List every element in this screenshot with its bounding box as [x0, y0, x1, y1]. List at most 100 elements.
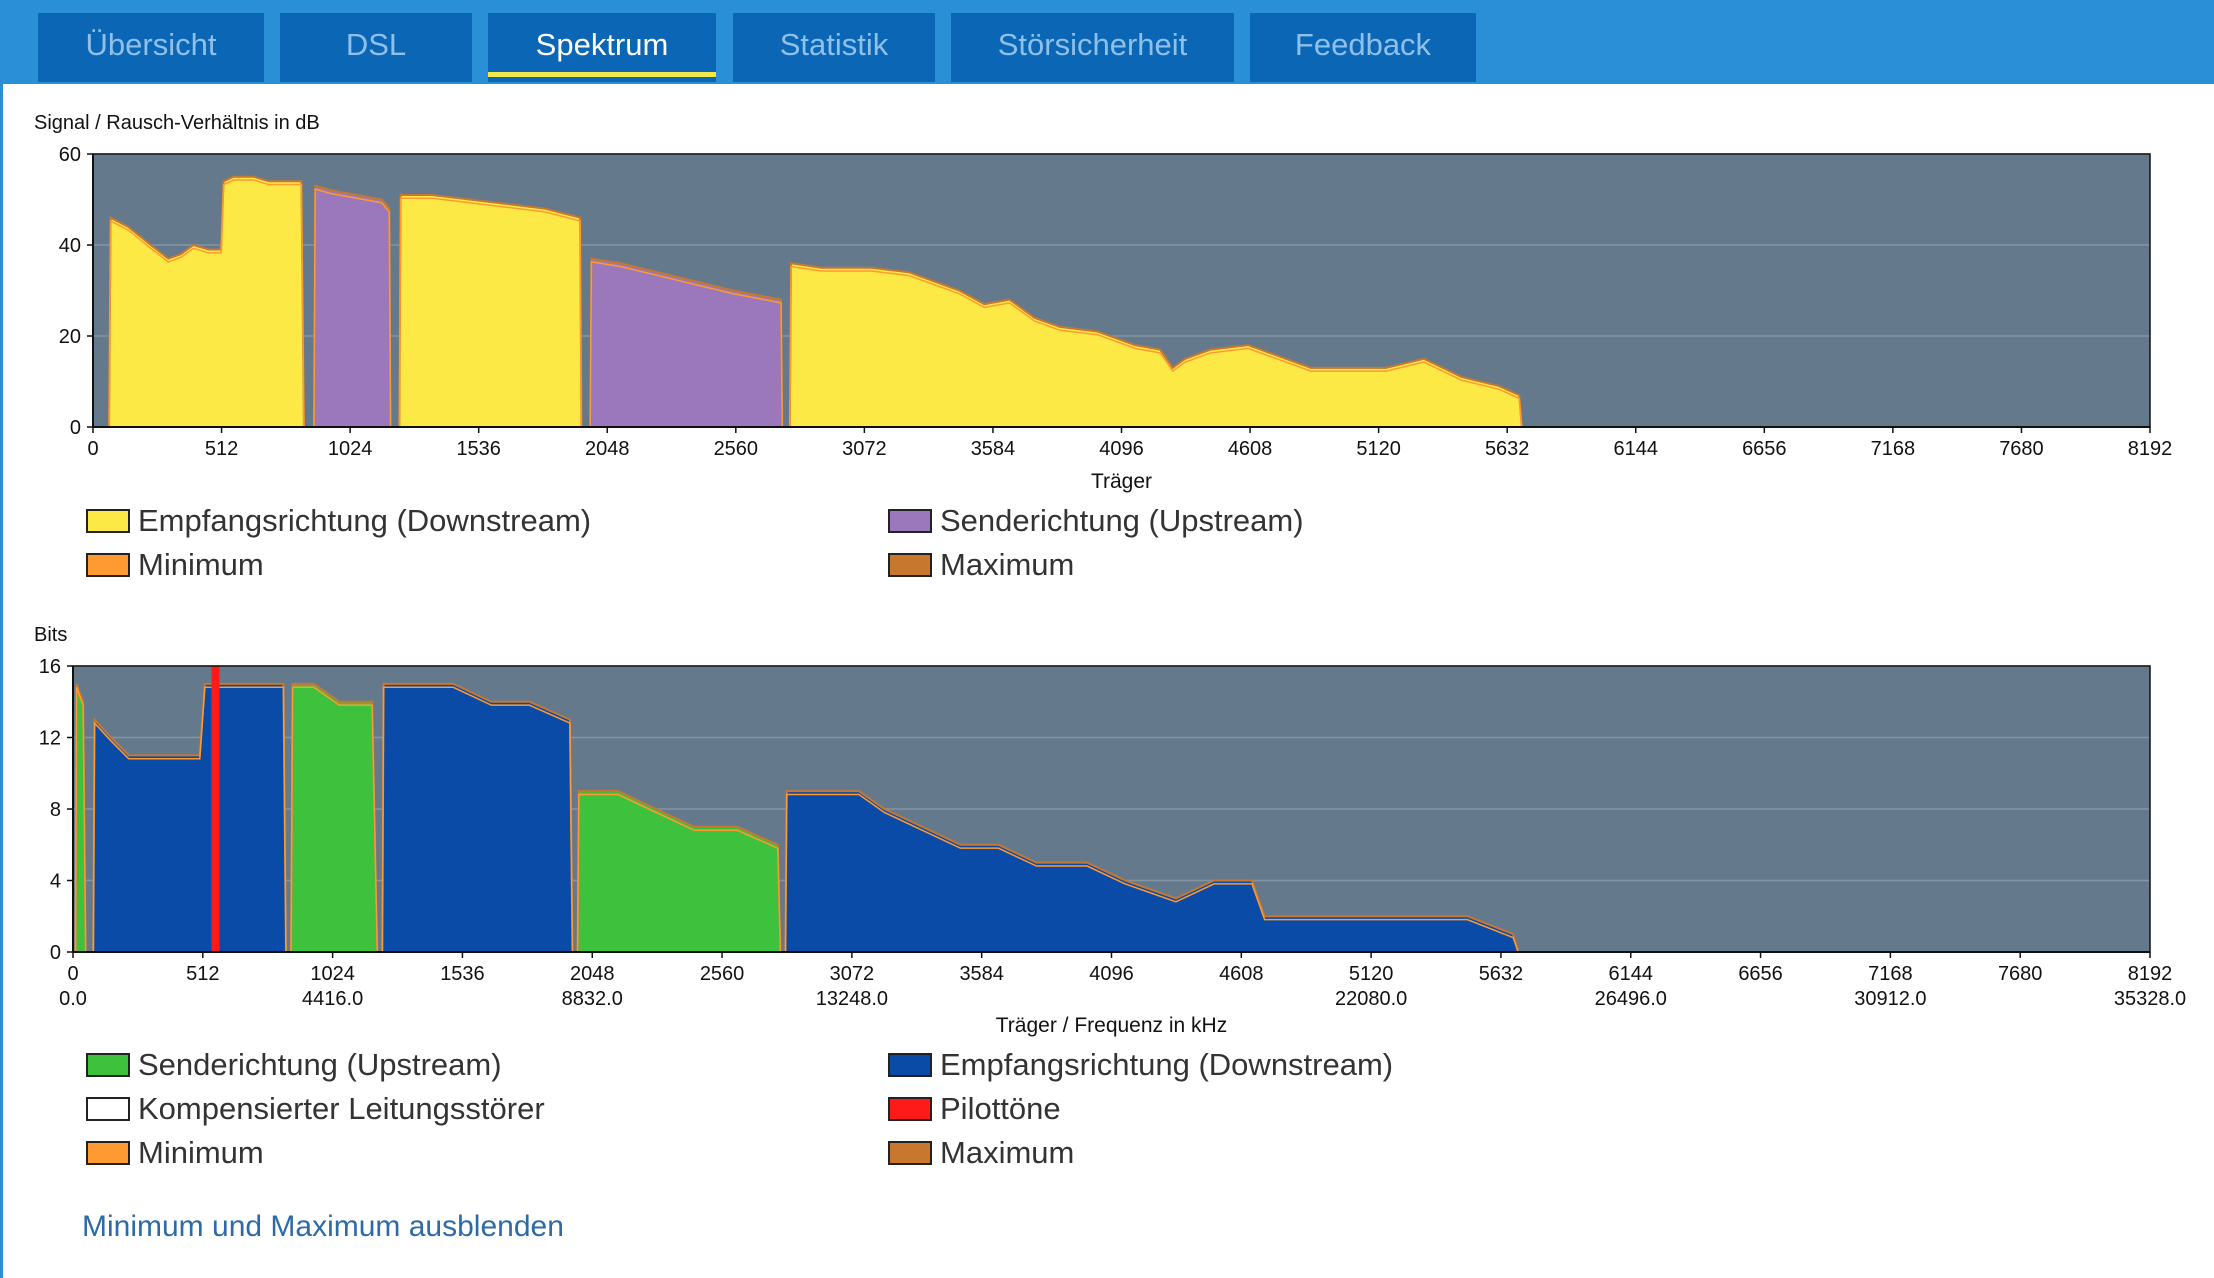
- maximum-line: [381, 682, 574, 953]
- legend-swatch: [888, 1053, 932, 1077]
- minimum-line: [398, 197, 583, 428]
- series-area: [382, 683, 573, 952]
- snr-chart-title: Signal / Rausch-Verhältnis in dB: [34, 112, 320, 134]
- x-tick-label: 1536: [440, 963, 485, 985]
- y-tick-label: 0: [70, 417, 81, 439]
- x-secondary-tick-label: 26496.0: [1595, 988, 1667, 1010]
- legend-swatch: [888, 553, 932, 577]
- y-tick-label: 40: [59, 235, 81, 257]
- maximum-line: [589, 257, 784, 428]
- x-axis-label: Träger: [1091, 470, 1152, 493]
- x-tick-label: 3072: [830, 963, 875, 985]
- x-tick-label: 0: [67, 963, 78, 985]
- x-tick-label: 1024: [310, 963, 355, 985]
- y-tick-label: 16: [39, 656, 61, 678]
- x-tick-label: 5632: [1485, 438, 1530, 460]
- legend-swatch: [888, 1097, 932, 1121]
- x-tick-label: 3584: [971, 438, 1016, 460]
- minimum-line: [74, 687, 87, 953]
- legend-item: Maximum: [888, 1135, 1074, 1171]
- x-secondary-tick-label: 8832.0: [562, 988, 623, 1010]
- legend-item: Empfangsrichtung (Downstream): [888, 1047, 1393, 1083]
- series-area: [590, 258, 783, 427]
- tab-dsl[interactable]: DSL: [280, 13, 472, 82]
- x-tick-label: 2048: [585, 438, 630, 460]
- tab-statistik[interactable]: Statistik: [733, 13, 935, 82]
- x-tick-label: 4608: [1228, 438, 1273, 460]
- tab-störsicherheit[interactable]: Störsicherheit: [951, 13, 1234, 82]
- y-tick-label: 8: [50, 799, 61, 821]
- y-tick-label: 4: [50, 871, 61, 893]
- tab-feedback[interactable]: Feedback: [1250, 13, 1476, 82]
- legend-swatch: [86, 1141, 130, 1165]
- series-area: [313, 185, 391, 427]
- x-tick-label: 8192: [2128, 963, 2173, 985]
- legend-item: Senderichtung (Upstream): [86, 1047, 502, 1083]
- legend-label: Senderichtung (Upstream): [138, 1047, 502, 1082]
- series-area: [93, 683, 286, 952]
- x-tick-label: 5120: [1349, 963, 1394, 985]
- x-tick-label: 3584: [959, 963, 1004, 985]
- minimum-line: [92, 686, 287, 953]
- minimum-line: [290, 686, 378, 953]
- series-area: [789, 263, 1522, 427]
- x-tick-label: 6656: [1742, 438, 1787, 460]
- x-tick-label: 2048: [570, 963, 615, 985]
- y-tick-label: 12: [39, 728, 61, 750]
- maximum-line: [576, 790, 782, 953]
- y-tick-label: 20: [59, 326, 81, 348]
- x-tick-label: 6144: [1609, 963, 1654, 985]
- x-tick-label: 5632: [1479, 963, 1524, 985]
- legend-swatch: [888, 509, 932, 533]
- legend-item: Pilottöne: [888, 1091, 1061, 1127]
- minimum-line: [576, 793, 782, 953]
- legend-item: Minimum: [86, 1135, 264, 1171]
- x-tick-label: 4608: [1219, 963, 1264, 985]
- x-tick-label: 6144: [1614, 438, 1659, 460]
- legend-swatch: [86, 1053, 130, 1077]
- x-tick-label: 2560: [714, 438, 759, 460]
- legend-label: Senderichtung (Upstream): [940, 503, 1304, 538]
- x-tick-label: 1024: [328, 438, 373, 460]
- x-tick-label: 7168: [1868, 963, 1913, 985]
- legend-swatch: [86, 509, 130, 533]
- bits-chart: 0 512 1024 1536 2048 2560 3072 3584 4096 4608 5120…: [39, 656, 2186, 1037]
- x-tick-label: 8192: [2128, 438, 2173, 460]
- x-tick-label: 6656: [1738, 963, 1783, 985]
- y-tick-label: 60: [59, 144, 81, 166]
- legend-label: Maximum: [940, 1135, 1075, 1170]
- x-tick-label: 5120: [1356, 438, 1401, 460]
- minimum-line: [784, 793, 1519, 953]
- maximum-line: [788, 262, 1523, 428]
- maximum-line: [312, 184, 392, 428]
- x-tick-label: 2560: [700, 963, 745, 985]
- minimum-line: [789, 265, 1523, 428]
- x-secondary-tick-label: 22080.0: [1335, 988, 1407, 1010]
- legend-swatch: [86, 1097, 130, 1121]
- x-secondary-tick-label: 0.0: [59, 988, 87, 1010]
- maximum-line: [398, 193, 583, 428]
- series-area: [785, 791, 1519, 952]
- x-tick-label: 4096: [1099, 438, 1144, 460]
- legend-item: Kompensierter Leitungsstörer: [86, 1091, 545, 1127]
- x-tick-label: 7680: [1998, 963, 2043, 985]
- legend-label: Empfangsrichtung (Downstream): [138, 503, 592, 538]
- legend-label: Pilottöne: [940, 1091, 1061, 1126]
- x-secondary-tick-label: 30912.0: [1854, 988, 1926, 1010]
- x-axis-label: Träger / Frequenz in kHz: [996, 1014, 1227, 1037]
- tab-übersicht[interactable]: Übersicht: [38, 13, 264, 82]
- x-tick-label: 1536: [456, 438, 501, 460]
- series-area: [291, 683, 378, 952]
- hide-minmax-link[interactable]: Minimum und Maximum ausblenden: [82, 1210, 564, 1243]
- legend-label: Maximum: [940, 547, 1075, 582]
- x-tick-label: 3072: [842, 438, 887, 460]
- x-tick-label: 512: [186, 963, 219, 985]
- left-border: [0, 84, 3, 1278]
- legend-label: Kompensierter Leitungsstörer: [138, 1091, 545, 1126]
- legend-item: Senderichtung (Upstream): [888, 503, 1304, 539]
- tab-spektrum[interactable]: Spektrum: [488, 13, 716, 82]
- minimum-line: [108, 179, 305, 428]
- x-secondary-tick-label: 13248.0: [816, 988, 888, 1010]
- minimum-line: [313, 188, 392, 428]
- x-secondary-tick-label: 4416.0: [302, 988, 363, 1010]
